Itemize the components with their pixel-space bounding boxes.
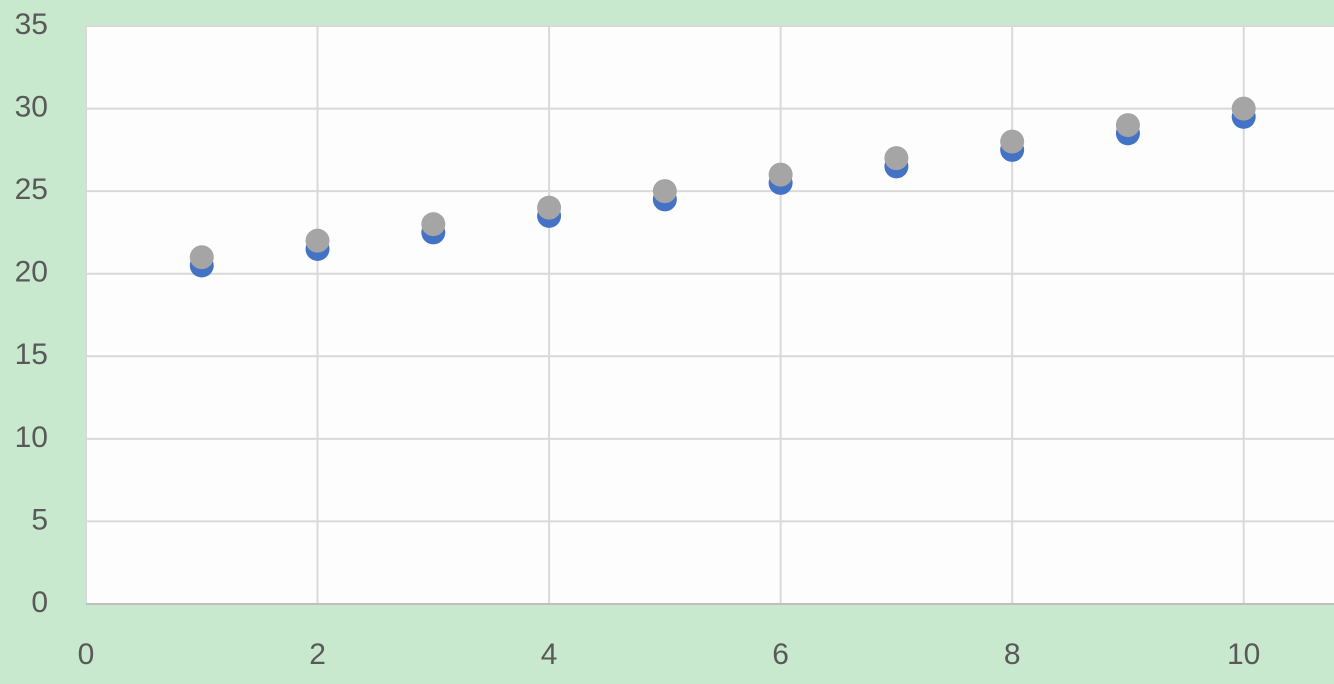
y-tick-label: 30 — [15, 90, 48, 123]
point — [421, 212, 446, 237]
plot-area — [86, 26, 1334, 604]
point — [305, 228, 330, 253]
x-tick-label: 4 — [541, 638, 558, 671]
x-tick-label: 8 — [1004, 638, 1021, 671]
x-tick-label: 0 — [78, 638, 95, 671]
y-tick-label: 25 — [15, 173, 48, 206]
y-tick-label: 35 — [15, 8, 48, 41]
point — [884, 146, 909, 171]
point — [189, 245, 214, 270]
y-tick-label: 10 — [15, 421, 48, 454]
y-tick-label: 15 — [15, 338, 48, 371]
x-tick-label: 6 — [772, 638, 789, 671]
point — [1231, 96, 1256, 121]
x-tick-label: 2 — [309, 638, 326, 671]
point — [768, 162, 793, 187]
y-tick-label: 5 — [31, 503, 48, 536]
point — [537, 195, 562, 220]
point — [1000, 129, 1025, 154]
point — [1115, 113, 1140, 138]
y-tick-label: 20 — [15, 256, 48, 289]
y-tick-label: 0 — [31, 586, 48, 619]
point — [652, 179, 677, 204]
x-tick-label: 10 — [1227, 638, 1260, 671]
